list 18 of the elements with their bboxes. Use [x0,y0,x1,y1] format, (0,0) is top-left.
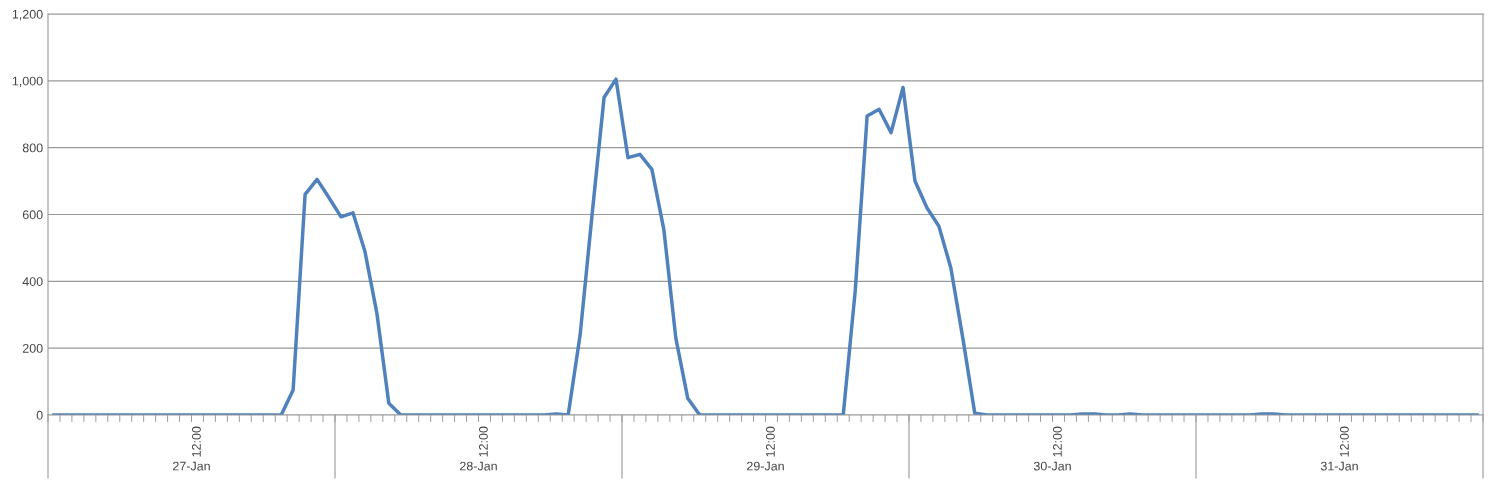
y-tick-label: 600 [22,210,43,220]
y-tick-label: 800 [22,143,43,153]
text: 30-Jan [1033,461,1071,471]
x-tick-label: 12:00 [765,426,775,457]
x-tick-label: 12:00 [191,426,201,457]
text: 27-Jan [173,461,210,471]
text: 29-Jan [747,461,784,471]
x-tick-label: 12:00 [478,426,488,457]
x-tick-label: 12:00 [1052,426,1062,457]
line-series [52,77,1479,415]
y-tick-label: 1,200 [12,9,43,21]
y-tick-label: 200 [22,343,43,353]
text: 28-Jan [460,461,497,471]
x-tick-label: 12:00 [1339,426,1349,457]
text: 31-Jan [1320,461,1358,471]
y-tick-label: 0 [36,410,43,420]
y-tick-label: 1,000 [12,76,43,87]
y-tick-label: 400 [22,277,43,286]
